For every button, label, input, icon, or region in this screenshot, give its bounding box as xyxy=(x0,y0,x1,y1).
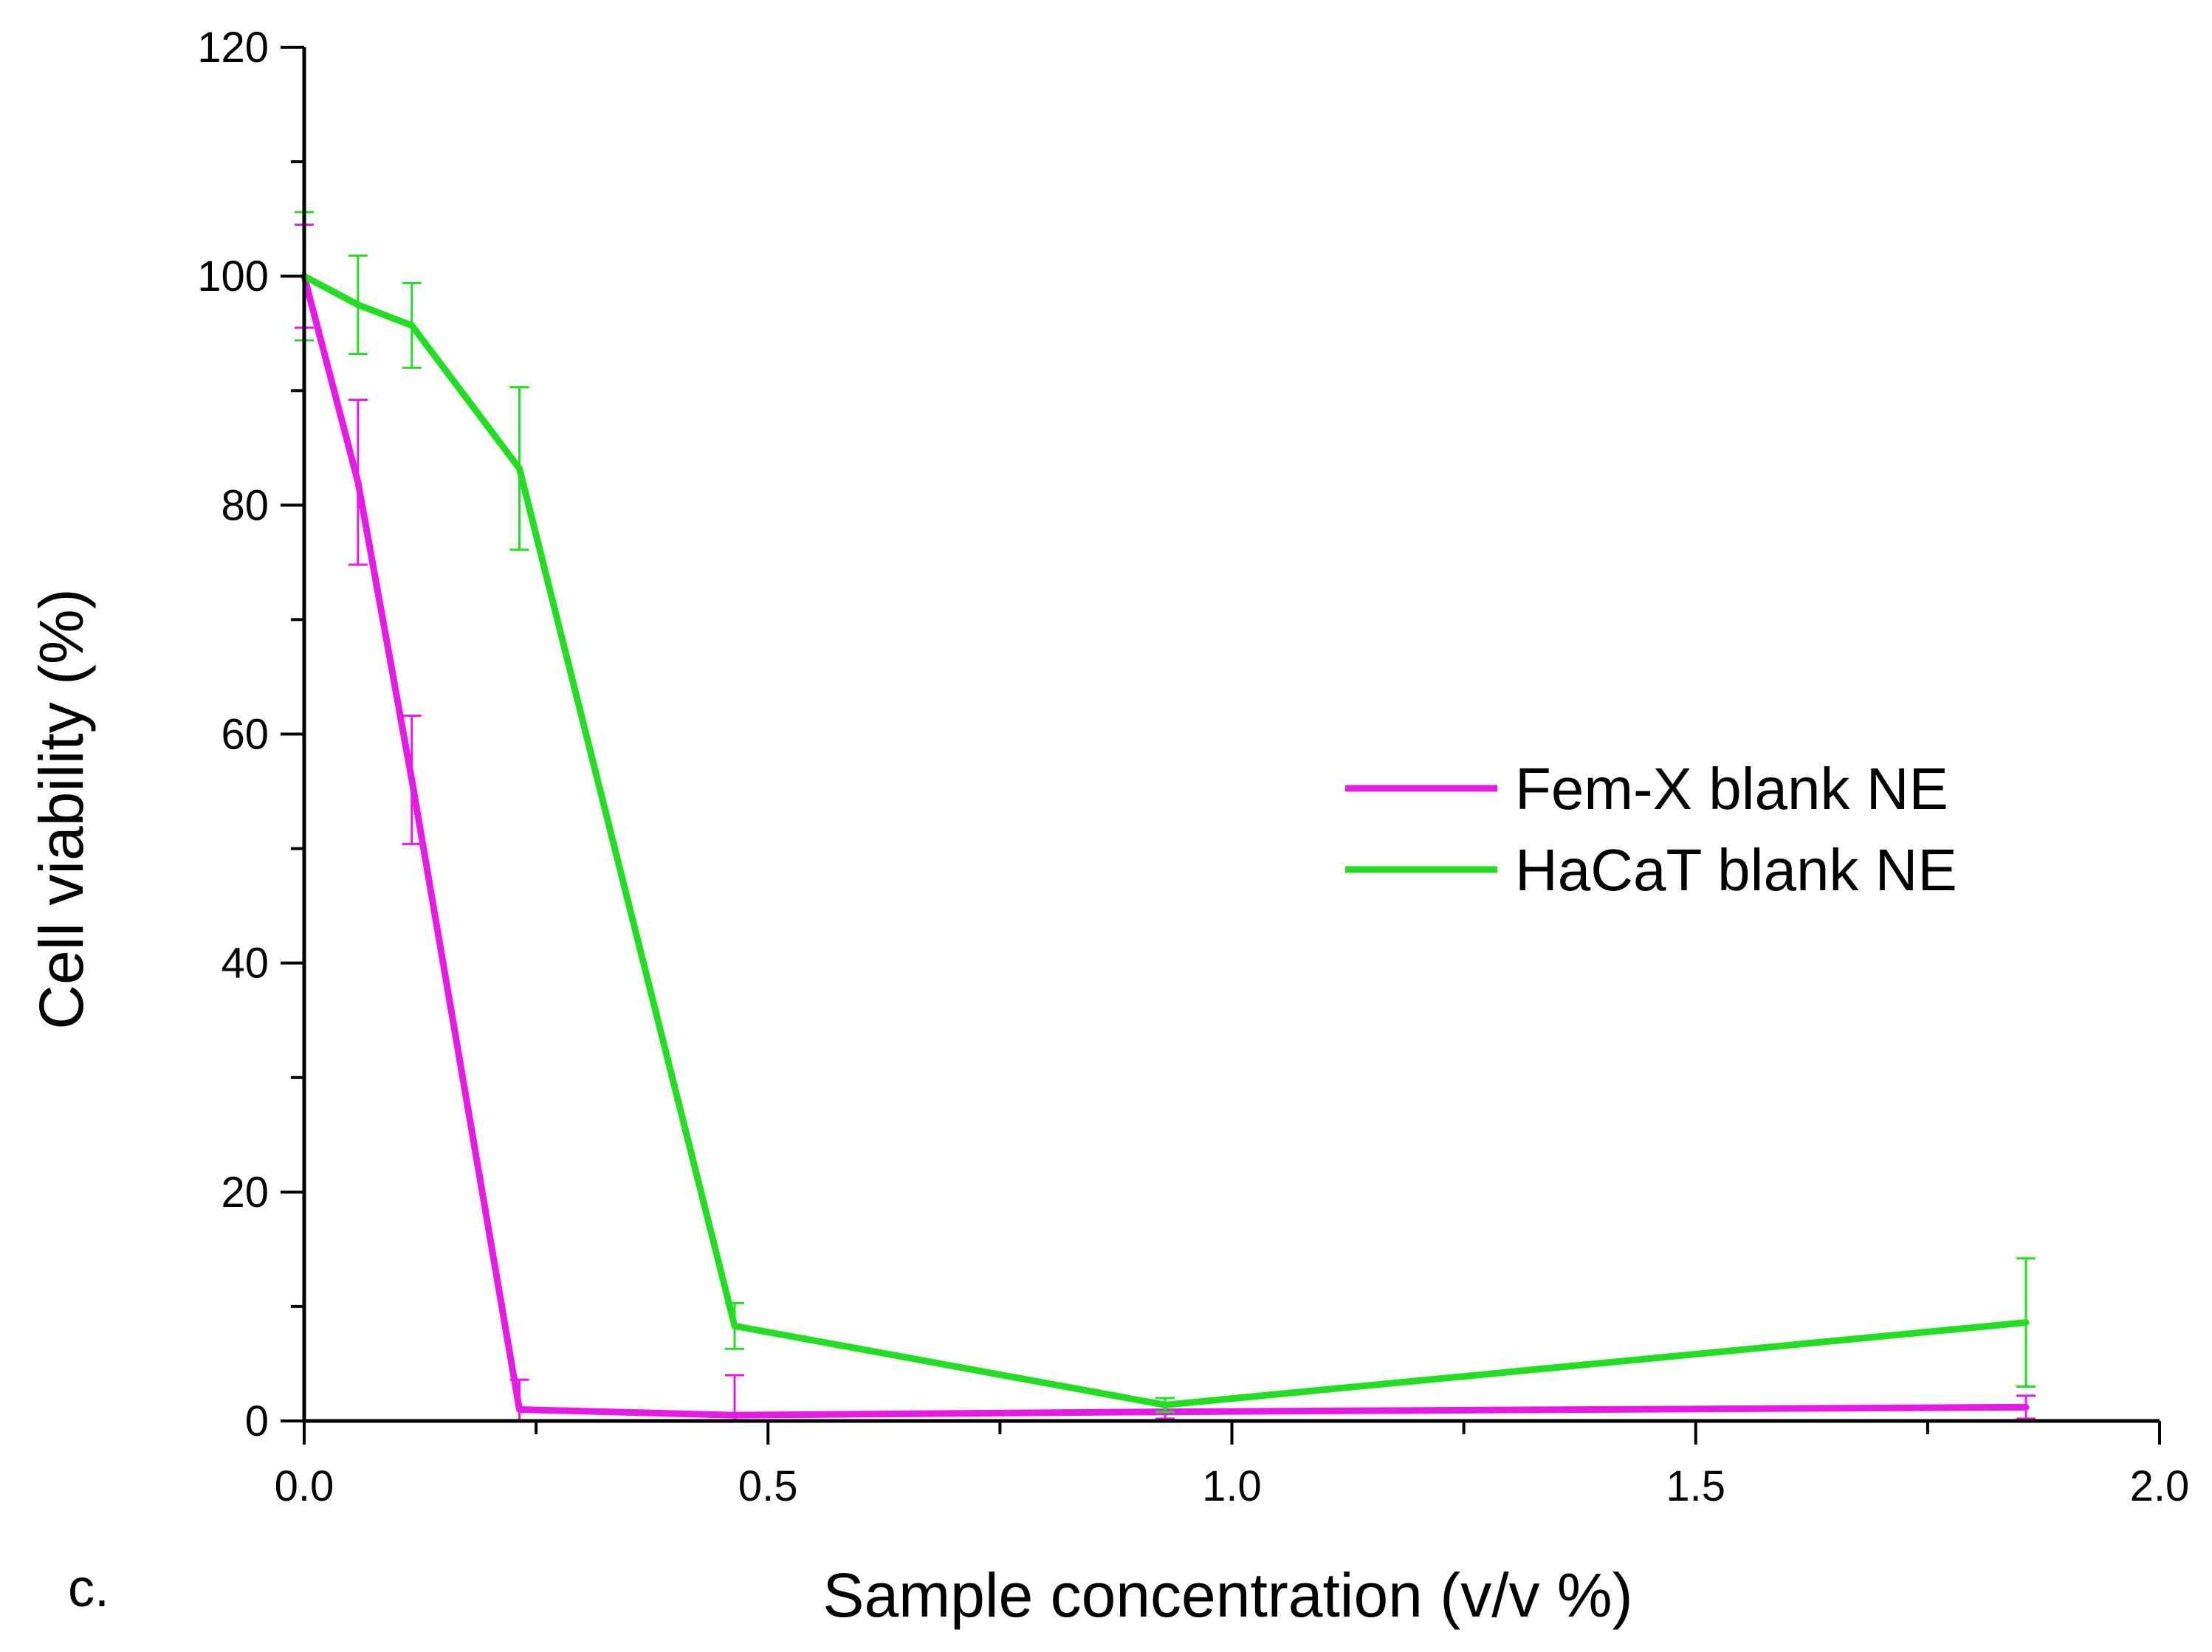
x-tick-label: 1.0 xyxy=(1202,1462,1262,1510)
y-tick-label: 100 xyxy=(197,252,269,300)
x-axis-title: Sample concentration (v/v %) xyxy=(822,1560,1632,1630)
legend: Fem-X blank NE HaCaT blank NE xyxy=(1345,756,1957,903)
y-axis-title: Cell viability (%) xyxy=(27,588,96,1029)
y-tick-label: 0 xyxy=(245,1397,269,1445)
y-tick-label: 20 xyxy=(221,1169,269,1216)
y-tick-label: 80 xyxy=(221,481,269,529)
y-tick-label: 120 xyxy=(197,24,269,72)
legend-label-hacat-blank-ne: HaCaT blank NE xyxy=(1515,837,1957,903)
panel-label: c. xyxy=(68,1559,109,1618)
x-tick-label: 0.5 xyxy=(738,1462,798,1510)
y-tick-label: 40 xyxy=(221,940,269,988)
x-tick-label: 0.0 xyxy=(275,1462,334,1510)
legend-label-fem-x-blank-ne: Fem-X blank NE xyxy=(1515,756,1948,822)
x-tick-label: 1.5 xyxy=(1666,1462,1725,1510)
y-tick-label: 60 xyxy=(221,711,269,759)
series-line-hacat-blank-ne xyxy=(300,272,2030,1408)
axes-layer: 0 20 40 60 80 100 120 0.0 0.5 1.0 1.5 2.0 xyxy=(197,24,2189,1510)
x-tick-label: 2.0 xyxy=(2130,1462,2190,1510)
